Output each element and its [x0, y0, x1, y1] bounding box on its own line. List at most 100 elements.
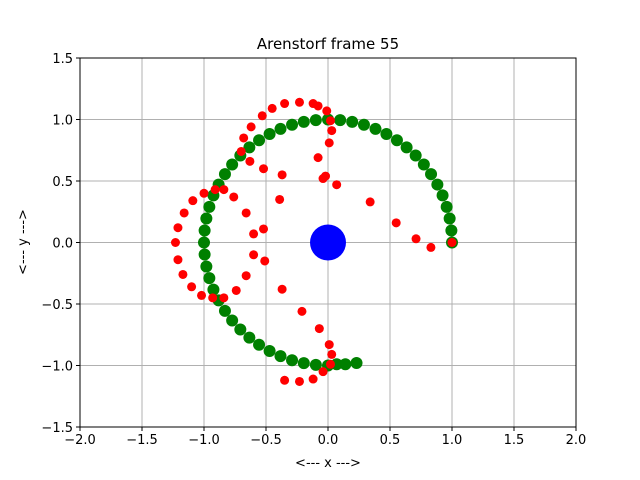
satellite-orbit-point — [170, 238, 180, 247]
earth-series — [310, 224, 346, 261]
satellite-orbit-point — [308, 374, 318, 384]
moon-orbit-point — [198, 236, 210, 249]
x-tick-label: 0.0 — [318, 433, 339, 448]
moon-orbit-point — [263, 128, 276, 141]
moon-orbit-point — [274, 122, 287, 135]
moon-orbit-point — [297, 115, 310, 128]
moon-orbit-point — [339, 358, 352, 371]
moon-orbit-point — [203, 272, 216, 285]
satellite-orbit-point — [294, 97, 304, 107]
x-tick-label: 0.5 — [380, 433, 401, 448]
moon-orbit-point — [198, 248, 211, 261]
x-tick-label: −2.0 — [64, 433, 96, 448]
satellite-orbit-point — [277, 284, 287, 294]
y-axis-label: <--- y ---> — [16, 209, 31, 275]
satellite-orbit-point — [280, 99, 290, 109]
moon-orbit-point — [445, 224, 458, 237]
moon-orbit-point — [443, 212, 456, 225]
satellite-orbit-point — [294, 376, 304, 386]
y-tick-label: −0.5 — [41, 298, 73, 313]
moon-orbit-point — [350, 357, 363, 370]
satellite-orbit-point — [188, 196, 198, 206]
satellite-orbit-point — [324, 138, 334, 148]
moon-orbit-point — [286, 118, 299, 131]
y-tick-label: −1.0 — [41, 360, 73, 375]
moon-orbit-point — [207, 283, 220, 296]
x-tick-label: 1.5 — [504, 433, 525, 448]
moon-orbit-point — [243, 331, 256, 344]
satellite-orbit-point — [239, 133, 249, 143]
satellite-orbit-point — [260, 256, 270, 266]
satellite-orbit-point — [365, 197, 375, 207]
moon-orbit-point — [417, 158, 430, 171]
y-tick-label: 0.5 — [52, 175, 73, 190]
moon-orbit-point — [218, 304, 231, 317]
satellite-orbit-point — [327, 126, 337, 136]
moon-orbit-point — [253, 338, 266, 351]
moon-orbit-point — [198, 224, 211, 237]
y-tick-label: 1.0 — [52, 114, 73, 129]
satellite-orbit-point — [241, 208, 251, 218]
x-tick-label: 1.0 — [442, 433, 463, 448]
satellite-orbit-point — [197, 290, 207, 300]
satellite-orbit-point — [246, 122, 256, 132]
satellite-orbit-point — [325, 359, 335, 369]
satellite-orbit-point — [179, 208, 189, 218]
satellite-orbit-point — [426, 242, 436, 252]
axis-ticks: −2.0 −1.5 −1.0 −0.5 0.0 0.5 1.0 1.5 2.0−1.5−1.0−… — [41, 52, 586, 448]
satellite-orbit-point — [259, 224, 269, 234]
x-tick-label: −1.5 — [126, 433, 158, 448]
satellite-orbit-point — [249, 250, 259, 260]
satellite-orbit-point — [318, 174, 328, 184]
satellite-orbit-point — [187, 282, 197, 292]
moon-orbit-series — [198, 113, 458, 372]
satellite-orbit-point — [241, 271, 251, 281]
moon-orbit-point — [263, 344, 276, 357]
satellite-orbit-point — [308, 99, 318, 109]
moon-orbit-point — [400, 141, 413, 154]
satellite-orbit-point — [173, 255, 183, 265]
moon-orbit-point — [309, 358, 322, 371]
satellite-orbit-point — [231, 285, 241, 295]
moon-orbit-point — [380, 128, 393, 141]
satellite-orbit-point — [313, 153, 323, 163]
y-tick-label: −1.5 — [41, 421, 73, 436]
moon-orbit-point — [297, 357, 310, 370]
x-tick-label: 2.0 — [566, 433, 587, 448]
satellite-orbit-point — [259, 164, 269, 174]
moon-orbit-point — [431, 178, 444, 191]
satellite-orbit-point — [257, 111, 267, 121]
satellite-orbit-point — [173, 223, 183, 233]
moon-orbit-point — [369, 122, 382, 135]
satellite-orbit-point — [325, 116, 335, 126]
satellite-orbit-point — [219, 185, 229, 195]
earth-point — [310, 224, 346, 261]
moon-orbit-point — [218, 168, 231, 181]
satellite-orbit-point — [236, 146, 246, 156]
satellite-orbit-point — [411, 234, 421, 244]
moon-orbit-point — [425, 168, 438, 181]
chart-title: Arenstorf frame 55 — [257, 35, 399, 53]
moon-orbit-point — [243, 141, 256, 154]
satellite-orbit-point — [327, 349, 337, 359]
satellite-orbit-point — [332, 180, 342, 190]
moon-orbit-point — [203, 200, 216, 213]
satellite-orbit-point — [318, 367, 328, 377]
x-tick-label: −1.0 — [188, 433, 220, 448]
moon-orbit-point — [234, 323, 247, 336]
satellite-orbit-point — [275, 194, 285, 204]
satellite-orbit-point — [277, 170, 287, 180]
moon-orbit-point — [334, 114, 347, 127]
satellite-orbit-point — [314, 324, 324, 334]
moon-orbit-point — [357, 118, 370, 131]
y-tick-label: 1.5 — [52, 52, 73, 67]
moon-orbit-point — [200, 260, 213, 273]
moon-orbit-point — [309, 114, 322, 127]
satellite-orbit-point — [178, 269, 188, 279]
moon-orbit-point — [390, 134, 403, 147]
moon-orbit-point — [409, 149, 422, 162]
moon-orbit-point — [436, 189, 449, 202]
satellite-orbit-point — [322, 106, 332, 116]
satellite-orbit-point — [210, 185, 220, 195]
